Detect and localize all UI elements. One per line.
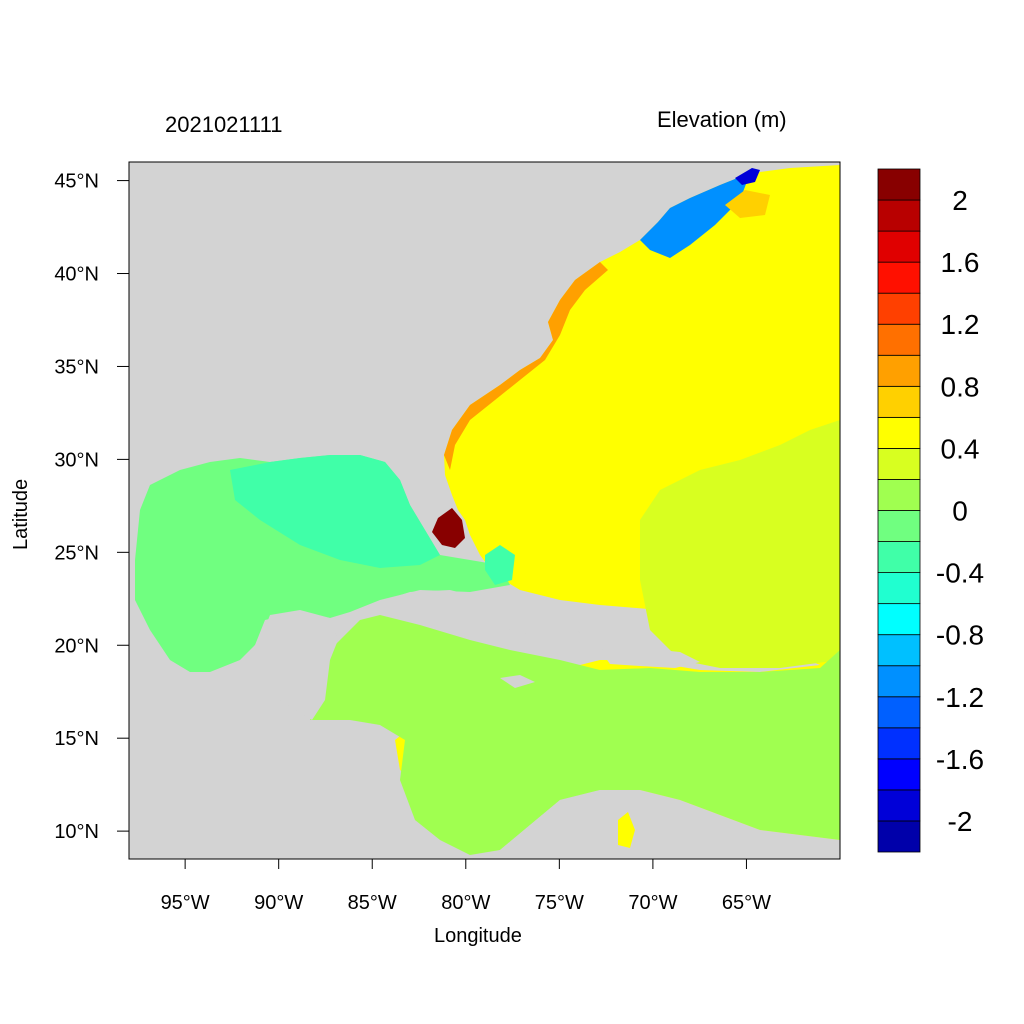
x-tick-label: 80°W xyxy=(441,892,490,914)
colorbar-label: -2 xyxy=(948,806,973,837)
colorbar-swatch xyxy=(877,416,921,449)
colorbar-swatch xyxy=(877,789,921,822)
x-tick-label: 75°W xyxy=(535,892,584,914)
colorbar-swatch xyxy=(877,541,921,573)
lake-maracaibo-field xyxy=(618,812,635,848)
colorbar-swatch xyxy=(877,199,921,232)
y-tick-label: 20°N xyxy=(54,635,99,657)
colorbar-label: 2 xyxy=(952,185,968,216)
colorbar-swatch xyxy=(877,385,921,418)
map-timestamp: 2021021111 xyxy=(165,112,283,137)
colorbar-swatch xyxy=(877,603,921,636)
colorbar-label: 1.6 xyxy=(941,247,980,278)
colorbar-swatch xyxy=(877,820,921,853)
y-tick-label: 10°N xyxy=(54,821,99,843)
colorbar-swatch xyxy=(877,354,921,387)
colorbar xyxy=(877,168,921,853)
bay-of-fundy-low xyxy=(735,168,760,185)
colorbar-swatch xyxy=(877,758,921,791)
colorbar-labels: 2 1.6 1.2 0.8 0.4 0 -0.4 -0.8 -1.2 -1.6 -2 xyxy=(936,185,984,837)
x-axis-label: Longitude xyxy=(434,925,522,947)
colorbar-label: 0.4 xyxy=(941,433,980,464)
colorbar-swatch xyxy=(877,479,921,511)
colorbar-swatch xyxy=(877,448,921,480)
yucatan-landmass xyxy=(240,612,338,720)
hispaniola-landmass xyxy=(600,648,700,668)
gulf-of-maine-low xyxy=(640,168,752,258)
colorbar-swatch xyxy=(877,665,921,698)
y-tick-label: 35°N xyxy=(54,356,99,378)
x-tick-label: 65°W xyxy=(722,892,771,914)
map-area xyxy=(129,162,840,859)
caribbean-sea-field xyxy=(310,615,840,855)
colorbar-label: -0.8 xyxy=(936,620,984,651)
x-tick-label: 70°W xyxy=(628,892,677,914)
colorbar-label: 1.2 xyxy=(941,309,980,340)
colorbar-label: -0.4 xyxy=(936,558,984,589)
y-tick-label: 25°N xyxy=(54,542,99,564)
colorbar-swatch xyxy=(877,230,921,263)
nova-scotia-shelf-high xyxy=(725,190,770,218)
x-tick-label: 90°W xyxy=(254,892,303,914)
colorbar-swatch xyxy=(877,510,921,542)
colorbar-label: 0.8 xyxy=(941,371,980,402)
y-tick-label: 45°N xyxy=(54,171,99,193)
x-tick-label: 95°W xyxy=(161,892,210,914)
y-tick-label: 30°N xyxy=(54,449,99,471)
colorbar-swatch xyxy=(877,727,921,760)
cuba-landmass xyxy=(385,590,580,640)
colorbar-label: 0 xyxy=(952,496,968,527)
colorbar-swatch xyxy=(877,323,921,356)
x-tick-label: 85°W xyxy=(348,892,397,914)
y-tick-label: 40°N xyxy=(54,264,99,286)
plot-frame xyxy=(128,161,841,860)
colorbar-label: -1.2 xyxy=(936,682,984,713)
colorbar-swatch xyxy=(877,572,921,605)
gulf-of-mexico-field xyxy=(135,455,510,672)
bahamas-bank-field xyxy=(485,545,515,585)
colorbar-swatch xyxy=(877,696,921,729)
colorbar-swatch xyxy=(877,634,921,667)
jamaica-landmass xyxy=(500,675,535,688)
colorbar-label: -1.6 xyxy=(936,744,984,775)
southeast-atlantic-field xyxy=(640,420,840,668)
eastern-gulf-field xyxy=(230,455,440,568)
florida-surge-area xyxy=(432,508,465,548)
south-america-landmass xyxy=(470,790,840,859)
colorbar-swatch xyxy=(877,261,921,294)
variable-title: Elevation (m) xyxy=(657,107,787,132)
colorbar-swatch xyxy=(877,292,921,325)
east-coast-high-band xyxy=(444,262,608,470)
colorbar-swatch xyxy=(877,168,921,201)
x-axis-ticks: 95°W 90°W 85°W 80°W 75°W 70°W 65°W xyxy=(161,859,771,914)
y-tick-label: 15°N xyxy=(54,728,99,750)
y-axis-ticks: 45°N 40°N 35°N 30°N 25°N 20°N 15°N 10°N xyxy=(54,171,129,843)
